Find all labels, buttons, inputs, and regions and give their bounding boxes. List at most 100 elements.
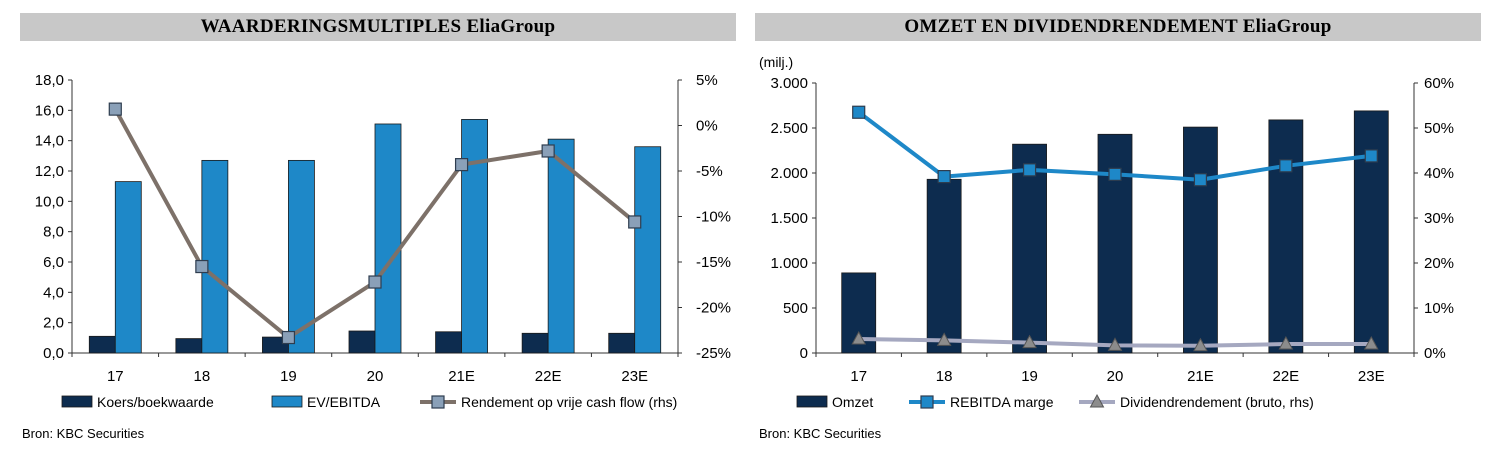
- line-point: [195, 259, 209, 274]
- bar: [201, 159, 229, 354]
- x-tick-label: 21E: [448, 368, 475, 385]
- y2-tick-label: 30%: [1424, 210, 1454, 227]
- legend-marker: [431, 395, 445, 409]
- y-tick-label: 12,0: [35, 163, 64, 180]
- x-tick-label: 20: [367, 368, 384, 385]
- y-tick-label: 0: [800, 345, 808, 362]
- y-tick-label: 6,0: [43, 254, 64, 271]
- bar: [926, 178, 962, 354]
- unit-label: (milj.): [759, 54, 793, 70]
- y-tick-label: 1.000: [770, 255, 808, 272]
- bar: [1012, 143, 1047, 354]
- y-tick-label: 3.000: [770, 75, 808, 92]
- x-tick-label: 19: [1021, 368, 1038, 385]
- x-tick-label: 20: [1107, 368, 1124, 385]
- y2-tick-label: 20%: [1424, 255, 1454, 272]
- line-point: [108, 102, 122, 116]
- y2-tick-label: -15%: [696, 254, 731, 271]
- legend-swatch: [271, 395, 303, 408]
- bar: [175, 338, 203, 354]
- y-tick-label: 4,0: [43, 284, 64, 301]
- legend-label: Dividendrendement (bruto, rhs): [1120, 394, 1314, 410]
- x-tick-label: 17: [850, 368, 867, 385]
- line-point: [936, 332, 952, 346]
- line-point: [454, 158, 469, 172]
- line-point: [1022, 334, 1037, 349]
- line-point: [1279, 159, 1293, 173]
- bar: [288, 159, 315, 354]
- legend-label: REBITDA marge: [950, 394, 1054, 410]
- legend-label: EV/EBITDA: [307, 394, 381, 410]
- line-point: [1278, 335, 1294, 350]
- bar: [1353, 110, 1389, 354]
- bar: [1268, 119, 1304, 354]
- line-point: [1193, 337, 1208, 352]
- line-point: [281, 330, 296, 345]
- legend-swatch: [796, 395, 828, 408]
- right-chart-header: OMZET EN DIVIDENDRENDEMENT EliaGroup: [755, 13, 1481, 41]
- y-tick-label: 2,0: [43, 315, 64, 332]
- x-tick-label: 23E: [621, 368, 648, 385]
- bar: [88, 335, 116, 354]
- x-tick-label: 22E: [1273, 368, 1300, 385]
- x-tick-label: 21E: [1187, 368, 1214, 385]
- bar: [634, 146, 662, 354]
- right-chart-svg: 0 500 1.000 1.500 2.000 2.500 3.000 0% 10% 20% 30%…: [759, 54, 1454, 410]
- y-tick-label: 500: [783, 300, 808, 317]
- y-tick-label: 14,0: [35, 133, 64, 150]
- y2-tick-label: -20%: [696, 300, 731, 317]
- line-point: [628, 215, 642, 229]
- right-chart-source: Bron: KBC Securities: [759, 426, 882, 441]
- y2-tick-label: 50%: [1424, 120, 1454, 137]
- bar: [547, 138, 575, 354]
- line-point: [1363, 335, 1379, 350]
- x-tick-label: 18: [194, 368, 211, 385]
- bar: [461, 119, 488, 354]
- line-point: [541, 144, 555, 158]
- left-chart-header: WAARDERINGSMULTIPLES EliaGroup: [20, 13, 736, 41]
- left-chart-panel: WAARDERINGSMULTIPLES EliaGroup 0,0 2,0 4,0…: [0, 0, 745, 458]
- legend-label: Omzet: [832, 394, 873, 410]
- y-tick-label: 18,0: [35, 72, 64, 89]
- y-tick-label: 8,0: [43, 224, 64, 241]
- x-tick-label: 22E: [535, 368, 562, 385]
- y2-tick-label: 10%: [1424, 300, 1454, 317]
- bar: [435, 331, 462, 354]
- bar: [1183, 126, 1218, 354]
- y-tick-label: 0,0: [43, 345, 64, 362]
- line-point: [368, 275, 382, 289]
- left-chart-source: Bron: KBC Securities: [22, 426, 145, 441]
- legend-label: Koers/boekwaarde: [97, 394, 214, 410]
- bar: [521, 332, 549, 354]
- x-tick-label: 18: [936, 368, 953, 385]
- line-point: [852, 105, 866, 119]
- right-chart-panel: OMZET EN DIVIDENDRENDEMENT EliaGroup 0 50…: [747, 0, 1494, 458]
- y-tick-label: 2.000: [770, 165, 808, 182]
- y2-tick-label: -10%: [696, 209, 731, 226]
- line-point: [1364, 149, 1378, 163]
- y-tick-label: 2.500: [770, 120, 808, 137]
- line-point: [937, 170, 951, 184]
- line-point: [851, 331, 867, 345]
- line-point: [1108, 167, 1122, 181]
- legend-marker: [920, 395, 934, 409]
- line-point: [1022, 163, 1037, 177]
- bar: [608, 332, 636, 354]
- y2-tick-label: -25%: [696, 345, 731, 362]
- y2-tick-label: 5%: [696, 72, 718, 89]
- line-point: [1107, 337, 1123, 351]
- y-tick-label: 16,0: [35, 102, 64, 119]
- x-tick-label: 23E: [1358, 368, 1385, 385]
- y2-tick-label: 0%: [1424, 345, 1446, 362]
- x-tick-label: 19: [280, 368, 297, 385]
- y2-tick-label: -5%: [696, 163, 723, 180]
- line-point: [1193, 173, 1208, 187]
- legend-marker: [1089, 393, 1105, 408]
- x-tick-label: 17: [107, 368, 124, 385]
- bar: [348, 330, 376, 354]
- bar: [1097, 133, 1133, 354]
- legend-swatch: [61, 395, 93, 408]
- left-chart-svg: 0,0 2,0 4,0 6,0 8,0 10,0 12,0 14,0 16,0 18,0 -25% -…: [35, 72, 731, 410]
- bar: [374, 123, 402, 354]
- y2-tick-label: 60%: [1424, 75, 1454, 92]
